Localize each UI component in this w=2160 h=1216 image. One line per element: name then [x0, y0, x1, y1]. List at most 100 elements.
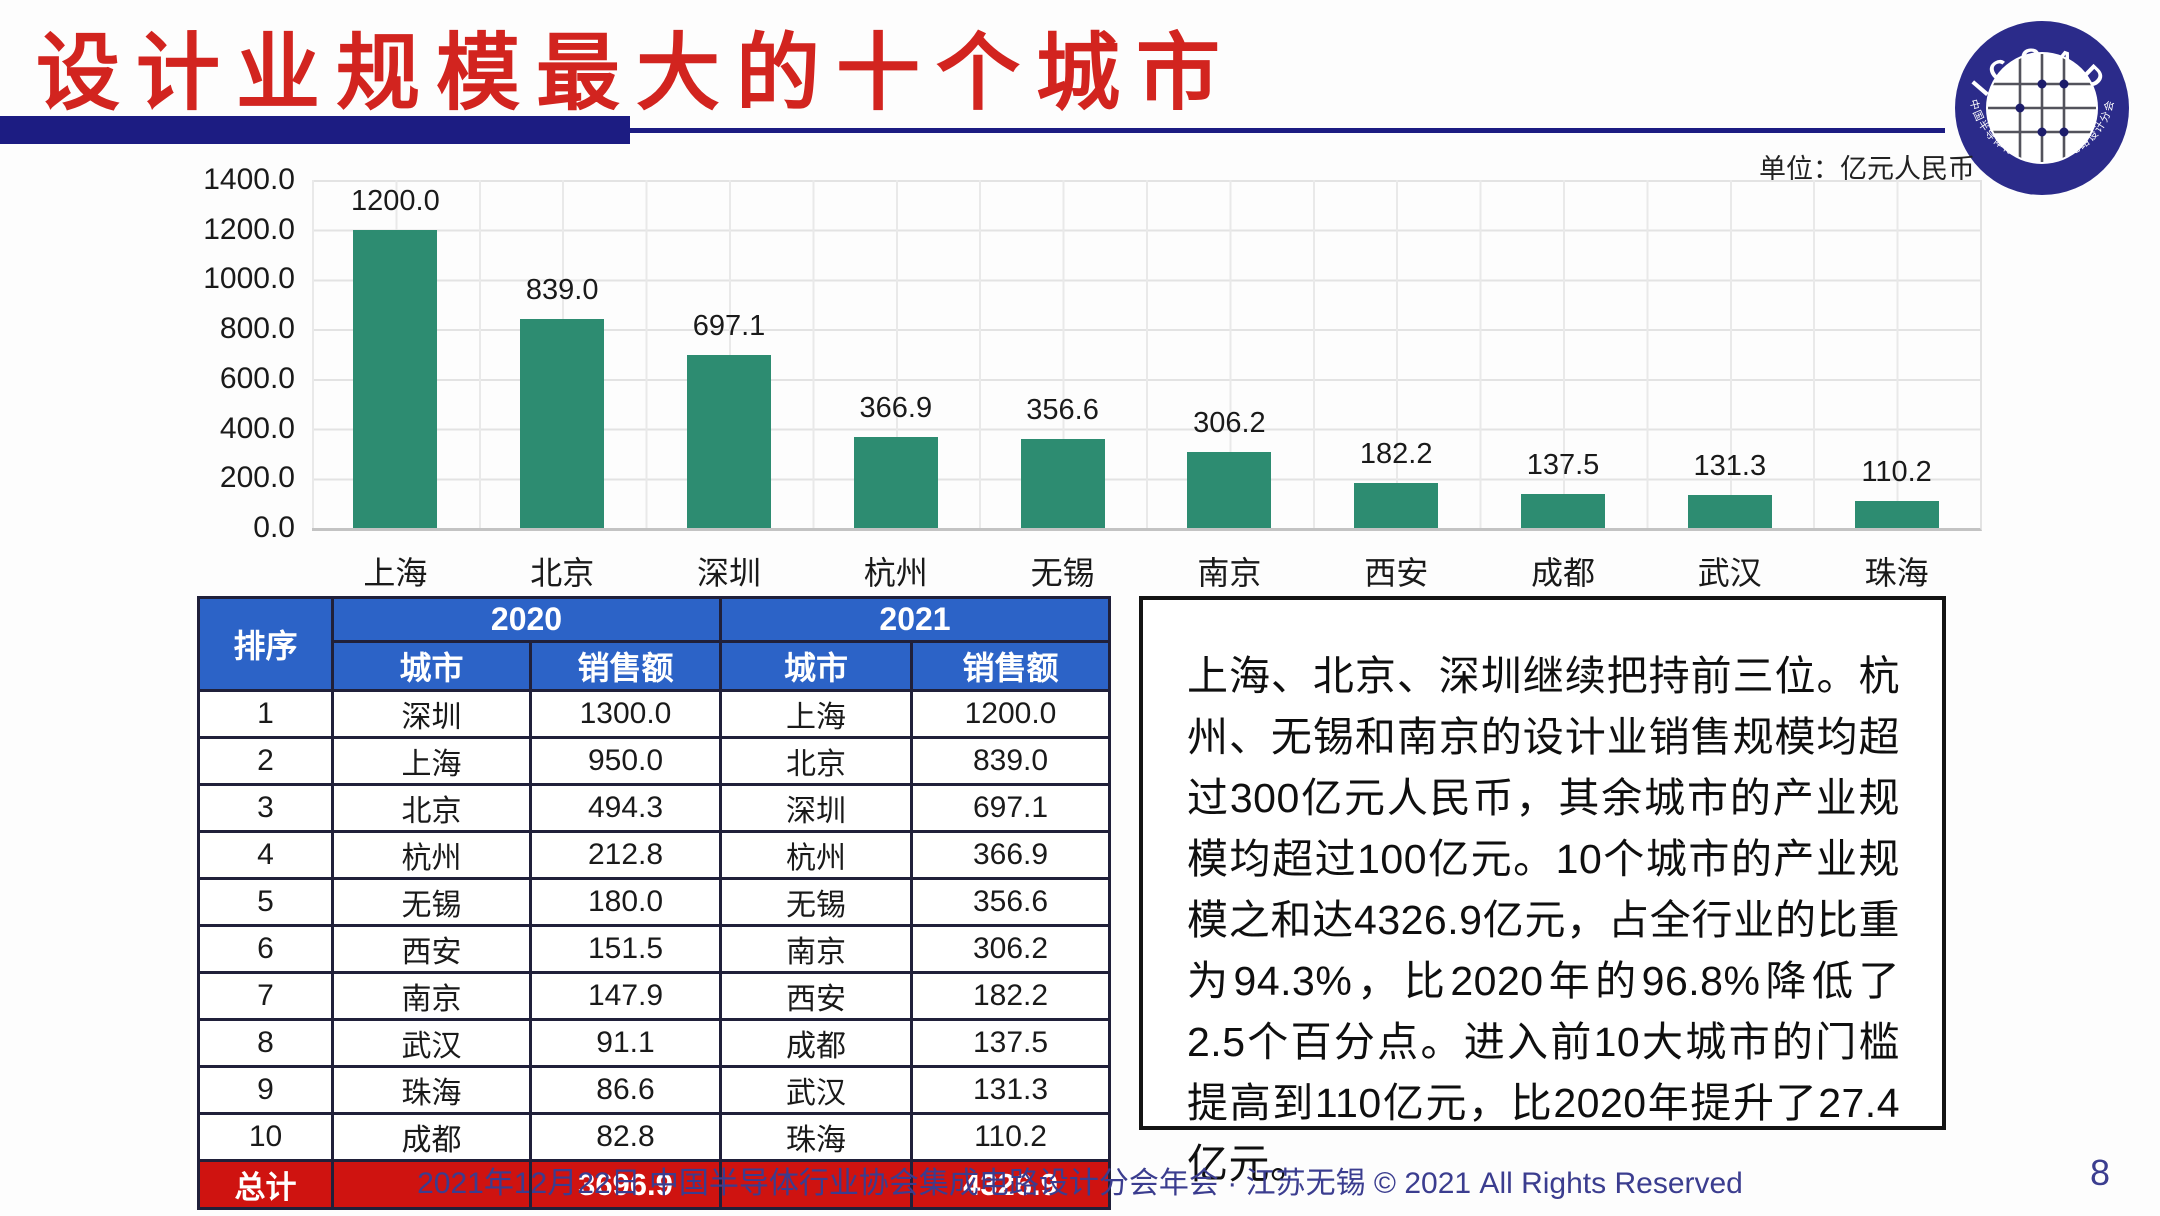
city-2021-cell: 西安: [719, 971, 913, 1021]
table-row: 2 上海 950.0 北京 839.0: [197, 736, 1111, 786]
table-total-row: 总计 3696.9 4326.9: [197, 1159, 1111, 1210]
table-row: 5 无锡 180.0 无锡 356.6: [197, 877, 1111, 927]
bar-value-label: 110.2: [1861, 455, 1932, 488]
bar-value-label: 306.2: [1193, 406, 1266, 439]
sales-2020-cell: 1300.0: [529, 689, 722, 739]
bar-value-label: 366.9: [859, 391, 933, 424]
city-2020-cell: 无锡: [331, 877, 532, 927]
sales-2020-cell: 91.1: [529, 1018, 722, 1068]
table-row: 6 西安 151.5 南京 306.2: [197, 924, 1111, 974]
city-2020-cell: 南京: [331, 971, 532, 1021]
col-header-city-2021: 城市: [719, 640, 913, 692]
city-2021-cell: 杭州: [719, 830, 913, 880]
bar-珠海: [1854, 500, 1939, 528]
bar-value-label: 131.3: [1693, 450, 1767, 483]
bar-value-label: 839.0: [525, 274, 599, 307]
rank-cell: 5: [197, 877, 334, 927]
city-2020-cell: 深圳: [331, 689, 532, 739]
title-divider-bar: [0, 116, 630, 144]
city-2021-cell: 上海: [719, 689, 913, 739]
city-2020-cell: 武汉: [331, 1018, 532, 1068]
sales-2021-cell: 1200.0: [910, 689, 1111, 739]
y-axis-tick: 600.0: [219, 361, 295, 395]
rank-cell: 7: [197, 971, 334, 1021]
y-axis-tick: 800.0: [219, 312, 295, 346]
x-axis-label-南京: 南京: [1197, 555, 1262, 591]
table-row: 1 深圳 1300.0 上海 1200.0: [197, 689, 1111, 739]
city-2020-cell: 北京: [331, 783, 532, 833]
commentary-text: 上海、北京、深圳继续把持前三位。杭州、无锡和南京的设计业销售规模均超过300亿元…: [1187, 653, 1900, 1187]
col-header-city-2020: 城市: [331, 640, 532, 692]
sales-2021-cell: 697.1: [910, 783, 1111, 833]
iccad-logo: ICCAD 中国半导体行业协会集成电路设计分会: [1955, 21, 2129, 195]
city-2021-cell: 深圳: [719, 783, 913, 833]
rank-cell: 6: [197, 924, 334, 974]
x-axis-labels: 上海 北京 深圳 杭州 无锡 南京 西安 成都 武汉 珠海: [312, 548, 1980, 592]
city-2021-cell: 无锡: [719, 877, 913, 927]
sales-2020-cell: 212.8: [529, 830, 722, 880]
sales-2020-cell: 494.3: [529, 783, 722, 833]
bar-chart-plot: 1200.0 839.0 697.1 366.9 356.6 306.2 182.2 137.…: [312, 180, 1982, 531]
y-axis-tick: 1200.0: [203, 212, 295, 246]
sales-2020-cell: 86.6: [529, 1065, 722, 1115]
city-2021-cell: 南京: [719, 924, 913, 974]
rank-cell: 10: [197, 1112, 334, 1162]
bar-西安: [1354, 482, 1439, 528]
rank-cell: 3: [197, 783, 334, 833]
bar-上海: [353, 229, 438, 528]
sales-2021-cell: 137.5: [910, 1018, 1111, 1068]
total-2020-value: 3696.9: [529, 1159, 722, 1210]
x-axis-label-深圳: 深圳: [696, 555, 761, 591]
bar-北京: [520, 319, 605, 528]
bar-武汉: [1687, 495, 1772, 528]
bar-value-label: 356.6: [1026, 394, 1099, 427]
bar-value-label: 137.5: [1526, 448, 1600, 481]
y-axis-tick: 400.0: [219, 411, 295, 445]
total-empty-cell: [331, 1159, 532, 1210]
x-axis-label-西安: 西安: [1364, 555, 1429, 591]
city-2021-cell: 成都: [719, 1018, 913, 1068]
bar-深圳: [687, 354, 771, 528]
col-header-sales-2021: 销售额: [910, 640, 1111, 692]
sales-2020-cell: 180.0: [529, 877, 722, 927]
city-2020-cell: 杭州: [331, 830, 532, 880]
sales-2021-cell: 366.9: [910, 830, 1111, 880]
x-axis-label-武汉: 武汉: [1697, 555, 1762, 591]
unit-label: 单位：亿元人民币: [1759, 154, 1975, 184]
bar-value-label: 697.1: [692, 309, 766, 342]
col-header-rank: 排序: [197, 596, 334, 692]
city-2020-cell: 珠海: [331, 1065, 532, 1115]
sales-2020-cell: 151.5: [529, 924, 722, 974]
page-number: 8: [2089, 1152, 2111, 1193]
y-axis-tick: 200.0: [219, 461, 295, 495]
x-axis-label-珠海: 珠海: [1864, 555, 1929, 591]
bar-成都: [1521, 493, 1605, 528]
y-axis-tick: 1400.0: [203, 163, 295, 196]
city-2021-cell: 珠海: [719, 1112, 913, 1162]
sales-2021-cell: 182.2: [910, 971, 1111, 1021]
bar-无锡: [1020, 439, 1105, 528]
total-label: 总计: [197, 1159, 334, 1210]
x-axis-label-杭州: 杭州: [863, 555, 928, 591]
rank-cell: 8: [197, 1018, 334, 1068]
sales-2020-cell: 147.9: [529, 971, 722, 1021]
sales-2021-cell: 839.0: [910, 736, 1111, 786]
rank-cell: 4: [197, 830, 334, 880]
total-2021-value: 4326.9: [910, 1159, 1111, 1210]
bar-南京: [1187, 451, 1272, 528]
sales-2021-cell: 356.6: [910, 877, 1111, 927]
col-header-sales-2020: 销售额: [529, 640, 722, 692]
title-divider-line: [0, 128, 1945, 133]
sales-2021-cell: 110.2: [910, 1112, 1111, 1162]
commentary-box: 上海、北京、深圳继续把持前三位。杭州、无锡和南京的设计业销售规模均超过300亿元…: [1139, 596, 1946, 1187]
city-2021-cell: 武汉: [719, 1065, 913, 1115]
city-2021-cell: 北京: [719, 736, 913, 786]
col-header-2020: 2020: [331, 596, 722, 643]
city-2020-cell: 上海: [331, 736, 532, 786]
x-axis-label-上海: 上海: [363, 555, 428, 591]
rank-cell: 2: [197, 736, 334, 786]
total-empty-cell: [719, 1159, 913, 1210]
y-axis-tick: 0.0: [253, 511, 295, 544]
table-row: 9 珠海 86.6 武汉 131.3: [197, 1065, 1111, 1115]
x-axis-label-无锡: 无锡: [1030, 555, 1095, 591]
